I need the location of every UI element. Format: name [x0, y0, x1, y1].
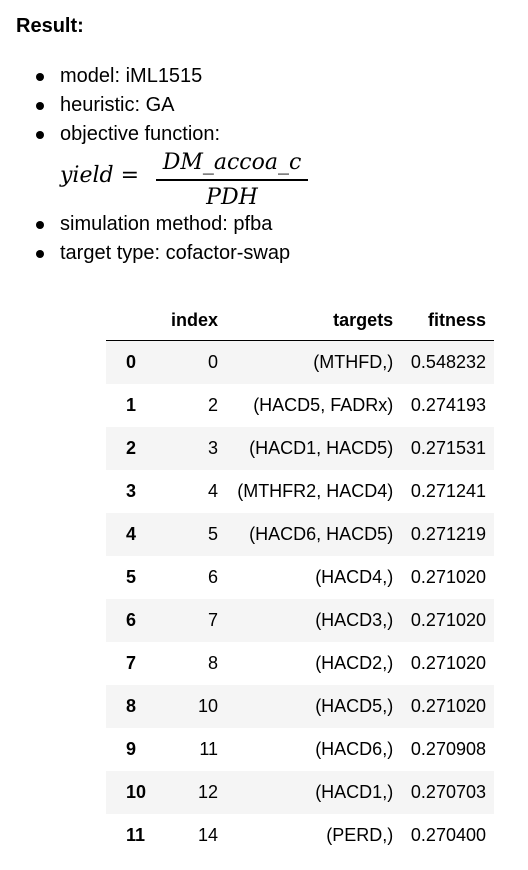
bullet-icon [36, 102, 44, 110]
table-row: 6 7 (HACD3,) 0.271020 [106, 599, 494, 642]
cell-fitness: 0.270908 [410, 739, 486, 759]
cell-fitness: 0.271531 [401, 427, 494, 470]
table-row: 8 10 (HACD5,) 0.271020 [106, 685, 494, 728]
header-blank [106, 300, 160, 341]
row-label: 2 [106, 427, 160, 470]
row-label: 0 [106, 340, 160, 384]
cell-targets: (MTHFR2, HACD4) [237, 481, 394, 501]
summary-simulation-text: simulation method: pfba [60, 213, 273, 235]
cell-fitness: 0.271241 [410, 481, 486, 501]
cell-index: 3 [160, 427, 226, 470]
results-table: index targets fitness 0 0 (MTHFD,) 0.548232… [106, 300, 494, 857]
summary-item-simulation: simulation method: pfba [0, 210, 290, 239]
cell-targets: (HACD4,) [315, 567, 394, 587]
cell-fitness: 0.271020 [410, 653, 486, 673]
bullet-icon [36, 131, 44, 139]
summary-objective-text: objective function: [60, 123, 221, 145]
row-label: 11 [126, 825, 146, 845]
table-header-row: index targets fitness [106, 300, 494, 341]
cell-fitness: 0.271020 [410, 567, 486, 587]
result-heading: Result: [16, 15, 84, 37]
cell-fitness: 0.271020 [401, 599, 494, 642]
cell-targets: (PERD,) [326, 825, 394, 845]
table-row: 1 2 (HACD5, FADRx) 0.274193 [106, 384, 494, 427]
row-label: 10 [106, 771, 160, 814]
table-row: 10 12 (HACD1,) 0.270703 [106, 771, 494, 814]
row-label: 3 [126, 481, 137, 501]
fraction-bar [156, 179, 308, 181]
cell-index: 14 [197, 825, 218, 845]
summary-item-objective: objective function: [0, 120, 290, 149]
cell-targets: (HACD6,) [315, 739, 394, 759]
cell-index: 2 [207, 395, 218, 415]
table-row: 9 11 (HACD6,) 0.270908 [106, 728, 494, 771]
header-index: index [160, 300, 226, 341]
result-summary-list: model: iML1515 heuristic: GA objective f… [0, 62, 308, 268]
formula-fraction: DM_accoa_c PDH [156, 149, 308, 212]
cell-index: 11 [199, 739, 218, 759]
cell-fitness: 0.548232 [401, 340, 494, 384]
objective-formula: yield = DM_accoa_c PDH [60, 149, 308, 210]
table-row: 2 3 (HACD1, HACD5) 0.271531 [106, 427, 494, 470]
table-row: 0 0 (MTHFD,) 0.548232 [106, 340, 494, 384]
cell-index: 8 [207, 653, 218, 673]
cell-index: 6 [207, 567, 218, 587]
header-fitness: fitness [401, 300, 494, 341]
cell-targets: (HACD1, HACD5) [226, 427, 402, 470]
table-row: 4 5 (HACD6, HACD5) 0.271219 [106, 513, 494, 556]
cell-fitness: 0.271219 [401, 513, 494, 556]
row-label: 4 [106, 513, 160, 556]
cell-fitness: 0.271020 [401, 685, 494, 728]
bullet-icon [36, 250, 44, 258]
cell-index: 4 [207, 481, 218, 501]
table-row: 5 6 (HACD4,) 0.271020 [106, 556, 494, 599]
cell-targets: (HACD1,) [226, 771, 402, 814]
cell-targets: (HACD3,) [226, 599, 402, 642]
cell-index: 7 [160, 599, 226, 642]
summary-heuristic-text: heuristic: GA [60, 94, 175, 116]
cell-targets: (HACD5, FADRx) [253, 395, 394, 415]
bullet-icon [36, 221, 44, 229]
cell-targets: (MTHFD,) [226, 340, 402, 384]
cell-fitness: 0.270703 [401, 771, 494, 814]
cell-index: 10 [160, 685, 226, 728]
summary-target-type-text: target type: cofactor-swap [60, 242, 291, 264]
cell-targets: (HACD6, HACD5) [226, 513, 402, 556]
table-row: 7 8 (HACD2,) 0.271020 [106, 642, 494, 685]
header-targets: targets [226, 300, 402, 341]
cell-fitness: 0.274193 [410, 395, 486, 415]
cell-index: 5 [160, 513, 226, 556]
row-label: 9 [126, 739, 137, 759]
cell-index: 12 [160, 771, 226, 814]
bullet-icon [36, 73, 44, 81]
table-row: 11 14 (PERD,) 0.270400 [106, 814, 494, 857]
summary-item-model: model: iML1515 [0, 62, 290, 91]
row-label: 8 [106, 685, 160, 728]
row-label: 1 [126, 395, 137, 415]
cell-fitness: 0.270400 [410, 825, 486, 845]
cell-targets: (HACD5,) [226, 685, 402, 728]
summary-model-text: model: iML1515 [60, 65, 203, 87]
formula-numerator: DM_accoa_c [162, 150, 302, 175]
row-label: 7 [126, 653, 137, 673]
table-row: 3 4 (MTHFR2, HACD4) 0.271241 [106, 470, 494, 513]
row-label: 5 [126, 567, 137, 587]
cell-targets: (HACD2,) [315, 653, 394, 673]
cell-index: 0 [160, 340, 226, 384]
summary-item-target-type: target type: cofactor-swap [0, 239, 290, 268]
summary-item-heuristic: heuristic: GA [0, 91, 290, 120]
row-label: 6 [106, 599, 160, 642]
formula-denominator: PDH [206, 184, 258, 210]
table-body: 0 0 (MTHFD,) 0.548232 1 2 (HACD5, FADRx) 0.2741… [106, 340, 494, 858]
formula-lhs: yield = [60, 163, 140, 188]
